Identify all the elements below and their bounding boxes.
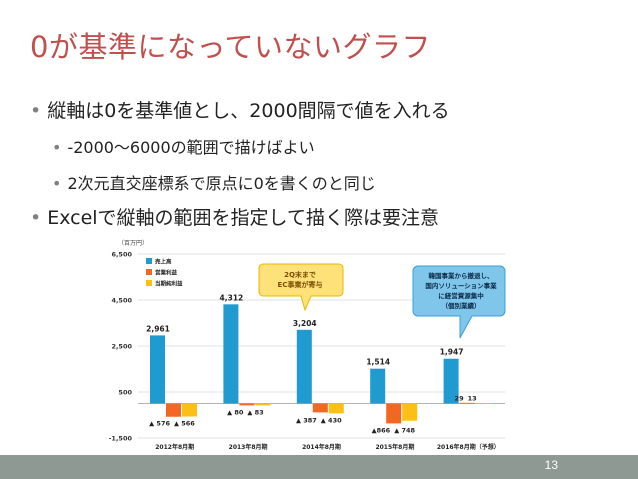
y-tick-label: 500 — [118, 389, 132, 397]
bar-net-profit — [475, 403, 491, 405]
bar-net-profit — [255, 403, 271, 406]
callout-text: 韓国事業から撤退し、 — [429, 271, 494, 280]
x-category-label: 2013年8月期 — [229, 443, 268, 451]
bar-sales — [370, 368, 386, 404]
data-label-operating-profit: ▲ 80 — [227, 408, 244, 416]
bullet-item: • Excelで縦軸の範囲を指定して描く際は要注意 — [30, 203, 439, 230]
data-label-operating-profit: 29 — [455, 395, 465, 403]
bar-operating-profit — [312, 403, 328, 413]
legend-label: 売上高 — [155, 258, 172, 266]
slide-title: 0が基準になっていないグラフ — [30, 30, 432, 64]
data-label-operating-profit: ▲ 387 — [296, 416, 317, 424]
bar-operating-profit — [239, 403, 255, 406]
data-label-net-profit: ▲ 566 — [174, 420, 195, 428]
bullet-text: Excelで縦軸の範囲を指定して描く際は要注意 — [47, 207, 439, 229]
bullet-item: • 縦軸は0を基準値とし、2000間隔で値を入れる — [30, 96, 450, 123]
sub-bullet-item: • 2次元直交座標系で原点に0を書くのと同じ — [52, 170, 376, 194]
data-label-sales: 2,961 — [146, 324, 170, 333]
bullet-dot: • — [30, 207, 42, 229]
callout-text: 国内ソリューション事業 — [425, 281, 497, 290]
data-label-net-profit: ▲ 430 — [321, 416, 342, 424]
callout-ec-contribution — [258, 263, 344, 312]
x-category-label: 2012年8月期 — [155, 443, 194, 451]
y-unit-label: （百万円） — [118, 240, 148, 247]
y-tick-label: 4,500 — [111, 297, 132, 305]
bar-operating-profit — [166, 403, 181, 417]
data-label-net-profit: 13 — [468, 395, 477, 403]
bar-net-profit — [182, 403, 197, 417]
page-number: 13 — [544, 458, 558, 472]
bar-net-profit — [328, 403, 344, 414]
bullet-dot: • — [30, 100, 42, 122]
bar-operating-profit — [386, 403, 402, 424]
data-label-sales: 4,312 — [220, 293, 244, 302]
x-category-label: 2014年8月期 — [302, 443, 341, 451]
legend-swatch — [146, 269, 152, 275]
bar-sales — [150, 335, 165, 404]
bar-operating-profit — [459, 402, 475, 404]
bar-sales — [296, 329, 312, 404]
callout-text: EC事業が寄与 — [278, 280, 323, 289]
legend-label: 営業利益 — [155, 269, 178, 277]
callout-text: （個別業績） — [442, 301, 481, 310]
callout-text: 2Q末まで — [284, 270, 316, 279]
legend-swatch — [146, 258, 152, 264]
y-tick-label: 2,500 — [111, 343, 132, 351]
y-tick-label: 6,500 — [111, 251, 132, 259]
data-label-sales: 1,514 — [366, 358, 390, 367]
bullet-text: -2000～6000の範囲で描けばよい — [67, 138, 315, 157]
x-category-label: 2015年8月期 — [375, 443, 414, 451]
data-label-sales: 1,947 — [440, 348, 464, 357]
data-label-net-profit: ▲ 83 — [247, 408, 263, 416]
data-label-net-profit: ▲ 748 — [394, 426, 415, 434]
bar-sales — [443, 358, 459, 404]
callout-korea-withdrawal — [412, 265, 506, 339]
legend-label: 当期純利益 — [155, 280, 183, 288]
bullet-dot: • — [52, 138, 62, 157]
bar-sales — [223, 304, 239, 404]
data-label-operating-profit: ▲866 — [372, 426, 391, 434]
sub-bullet-item: • -2000～6000の範囲で描けばよい — [52, 134, 315, 158]
bullet-text: 縦軸は0を基準値とし、2000間隔で値を入れる — [47, 100, 450, 122]
bullet-dot: • — [52, 174, 62, 193]
legend-swatch — [146, 280, 152, 286]
bar-net-profit — [402, 403, 418, 421]
data-label-sales: 3,204 — [293, 319, 317, 328]
bullet-text: 2次元直交座標系で原点に0を書くのと同じ — [67, 174, 376, 193]
data-label-operating-profit: ▲ 576 — [149, 420, 170, 428]
footer-bar: 13 — [0, 455, 638, 479]
y-tick-label: -1,500 — [109, 435, 133, 443]
x-category-label: 2016年8月期（予想） — [437, 443, 500, 451]
callout-text: に経営資源集中 — [438, 291, 484, 300]
